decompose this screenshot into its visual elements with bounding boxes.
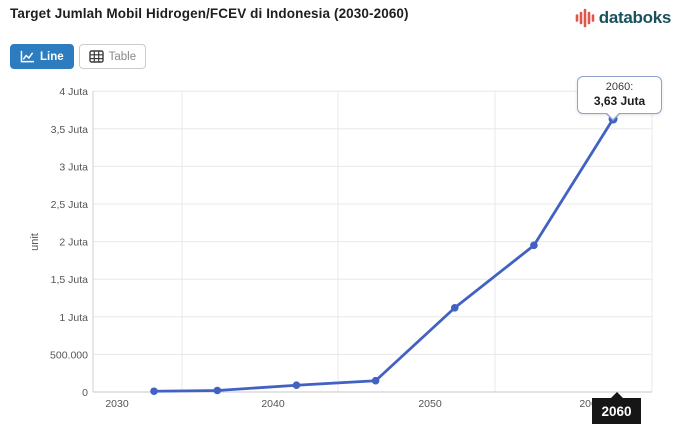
y-tick-label: 1 Juta — [59, 312, 88, 324]
data-point[interactable] — [371, 376, 380, 385]
table-icon — [88, 50, 104, 63]
y-tick-label: 500.000 — [50, 349, 88, 361]
x-tick-label: 2040 — [261, 398, 285, 410]
data-point[interactable] — [150, 387, 158, 396]
table-view-button[interactable]: Table — [78, 44, 147, 69]
data-point[interactable] — [292, 381, 301, 390]
point-tooltip: 2060: 3,63 Juta — [577, 76, 662, 121]
tooltip-year: 2060: — [605, 81, 634, 93]
databoks-pulse-icon — [575, 7, 596, 29]
y-tick-label: 3,5 Juta — [51, 124, 89, 136]
y-tick-label: 1,5 Juta — [51, 274, 89, 286]
databoks-logo[interactable]: databoks — [575, 7, 671, 29]
y-tick-label: 2 Juta — [59, 237, 88, 249]
line-chart-icon — [20, 50, 35, 63]
x-tick-label: 2050 — [418, 398, 442, 410]
table-button-label: Table — [108, 50, 137, 63]
series-line — [152, 117, 615, 393]
page-title: Target Jumlah Mobil Hidrogen/FCEV di Ind… — [10, 6, 409, 21]
crosshair-arrow-icon — [610, 392, 623, 398]
line-button-label: Line — [40, 50, 64, 63]
y-axis-title: unit — [29, 233, 41, 251]
tooltip-value: 3,63 Juta — [593, 94, 646, 108]
crosshair-year: 2060 — [601, 403, 632, 419]
y-tick-label: 4 Juta — [59, 86, 88, 98]
view-toggle-group: Line Table — [10, 44, 147, 69]
crosshair-axis-label: 2060 — [592, 392, 641, 424]
data-point[interactable] — [213, 386, 222, 395]
databoks-wordmark: databoks — [598, 8, 672, 27]
data-point[interactable] — [530, 241, 538, 250]
line-view-button[interactable]: Line — [10, 44, 74, 69]
y-tick-label: 0 — [82, 387, 88, 399]
y-tick-label: 3 Juta — [59, 161, 88, 173]
data-point[interactable] — [450, 303, 459, 312]
y-tick-label: 2,5 Juta — [51, 199, 89, 211]
x-tick-label: 2030 — [105, 398, 129, 410]
